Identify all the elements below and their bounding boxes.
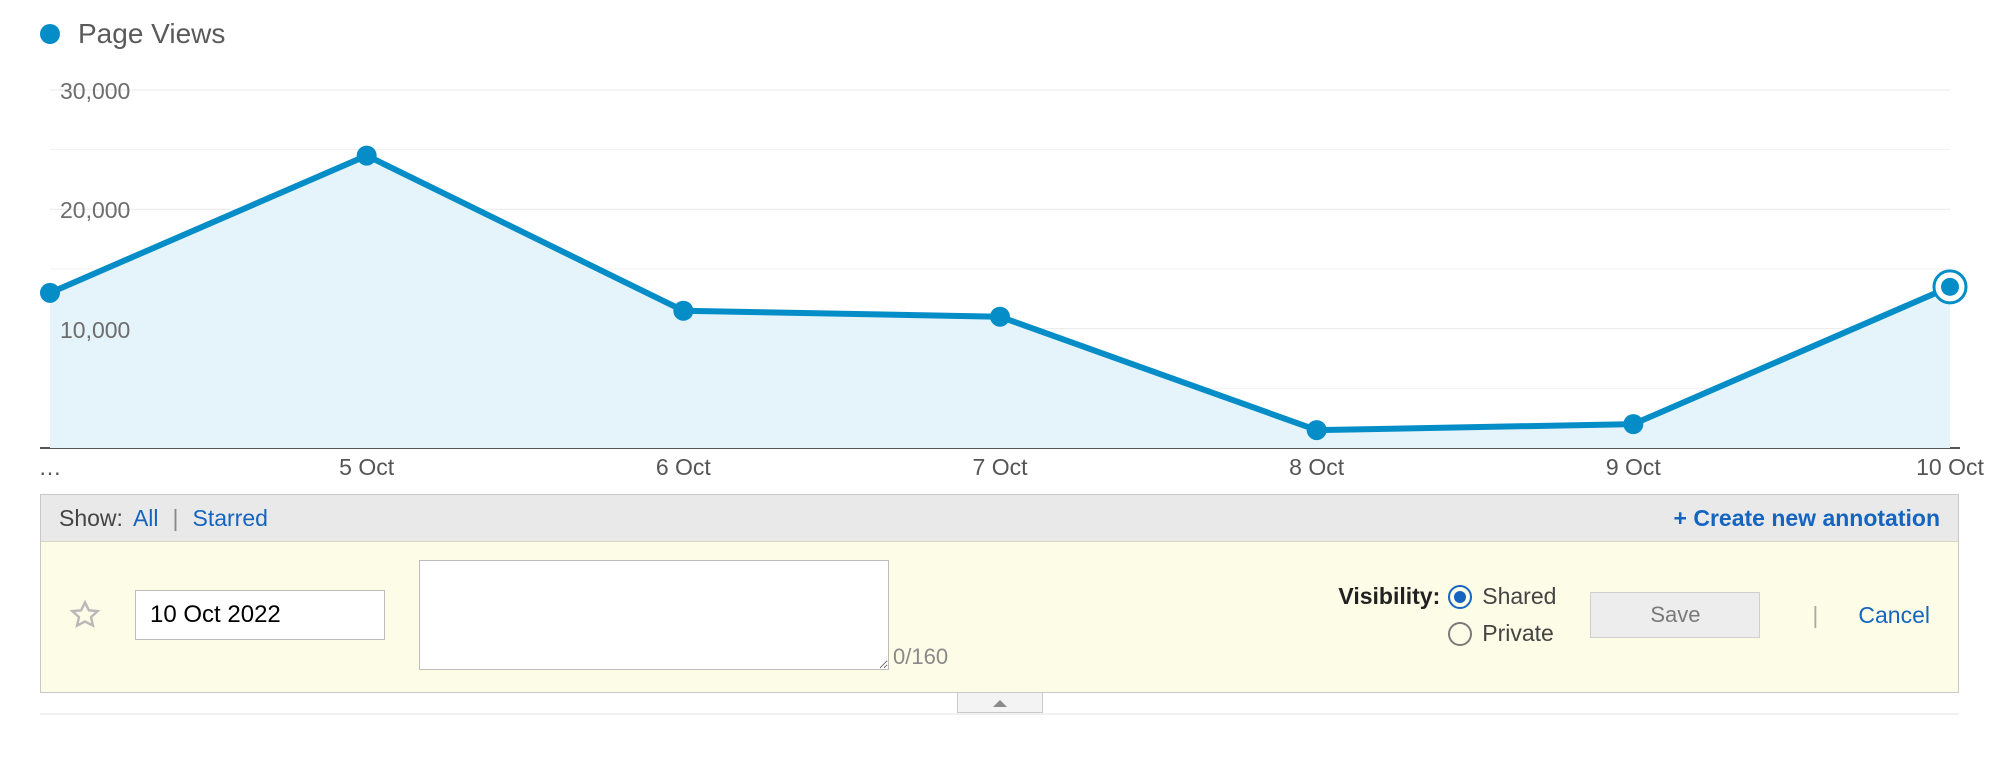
x-tick-label: 7 Oct [973, 454, 1028, 481]
x-tick-label: … [39, 454, 62, 481]
metric-title: Page Views [78, 18, 225, 50]
annotation-panel: Show: All | Starred + Create new annotat… [40, 494, 1959, 693]
annotation-note-input[interactable] [419, 560, 889, 670]
save-button[interactable]: Save [1590, 592, 1760, 638]
show-label: Show: [59, 505, 123, 532]
create-annotation-link[interactable]: + Create new annotation [1674, 505, 1940, 532]
visibility-label: Visibility: [1338, 583, 1440, 610]
y-tick-label: 10,000 [60, 317, 130, 344]
cancel-link[interactable]: Cancel [1858, 602, 1930, 629]
y-tick-label: 30,000 [60, 78, 130, 105]
visibility-option-label: Private [1482, 620, 1554, 647]
y-tick-label: 20,000 [60, 197, 130, 224]
visibility-option[interactable]: Shared [1448, 583, 1556, 610]
x-tick-label: 9 Oct [1606, 454, 1661, 481]
radio-icon[interactable] [1448, 622, 1472, 646]
radio-icon[interactable] [1448, 585, 1472, 609]
annotation-date-input[interactable] [135, 590, 385, 640]
annotation-form: 0/160 Visibility: SharedPrivate Save | C… [41, 541, 1958, 692]
divider: | [173, 505, 179, 532]
chevron-up-icon [992, 698, 1008, 708]
x-tick-label: 10 Oct [1916, 454, 1984, 481]
collapse-toggle[interactable] [957, 693, 1043, 713]
x-tick-label: 6 Oct [656, 454, 711, 481]
x-axis-labels: … 5 Oct 6 Oct 7 Oct 8 Oct 9 Oct 10 Oct [0, 448, 1999, 488]
visibility-option[interactable]: Private [1448, 620, 1556, 647]
x-tick-label: 5 Oct [339, 454, 394, 481]
char-count: 0/160 [893, 644, 948, 670]
chart[interactable]: 10,000 20,000 30,000 [0, 58, 1999, 448]
x-tick-label: 8 Oct [1289, 454, 1344, 481]
chart-svg [0, 68, 1999, 458]
star-icon[interactable] [69, 599, 101, 631]
metric-dot [40, 24, 60, 44]
filter-all-link[interactable]: All [133, 505, 159, 532]
filter-starred-link[interactable]: Starred [192, 505, 267, 532]
visibility-option-label: Shared [1482, 583, 1556, 610]
